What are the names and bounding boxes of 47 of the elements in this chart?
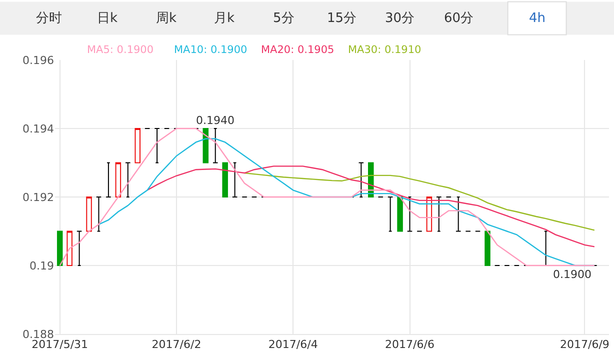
candlestick xyxy=(66,230,72,266)
candlestick xyxy=(76,230,82,266)
candlestick xyxy=(115,162,122,198)
candlestick xyxy=(484,230,490,266)
text: MA10: 0.1900 xyxy=(174,44,248,56)
text: 4h xyxy=(529,11,546,26)
text: 5分 xyxy=(273,11,294,26)
text: 15分 xyxy=(327,11,357,26)
candlestick xyxy=(387,196,394,232)
candlestick xyxy=(134,128,140,164)
annotation: 0.1900 xyxy=(553,268,592,281)
text: MA30: 0.1910 xyxy=(348,44,422,56)
candlestick xyxy=(154,128,160,164)
candlestick xyxy=(106,162,112,198)
x-tick-label: 2017/6/2 xyxy=(152,338,202,352)
text: 30分 xyxy=(385,11,415,26)
y-tick-label: 0.194 xyxy=(22,122,54,136)
x-tick-label: 2017/6/4 xyxy=(268,338,318,352)
candlestick xyxy=(406,196,413,232)
y-tick-label: 0.192 xyxy=(22,190,54,204)
candlestick xyxy=(86,196,92,232)
candlestick xyxy=(358,162,364,198)
text: 月k xyxy=(214,11,235,26)
annotation: 0.1940 xyxy=(196,114,234,127)
y-tick-label: 0.19 xyxy=(30,259,54,272)
candlestick xyxy=(436,196,442,232)
candlestick xyxy=(232,162,238,198)
text: 周k xyxy=(156,11,177,26)
candlestick xyxy=(212,128,218,164)
candlestick xyxy=(397,196,403,232)
x-tick-label: 2017/6/9 xyxy=(560,338,610,352)
candlestick xyxy=(125,162,131,198)
text: 分时 xyxy=(36,11,62,26)
candlestick xyxy=(56,230,63,266)
candlestick xyxy=(455,196,462,232)
text: 60分 xyxy=(444,11,474,26)
candlestick xyxy=(222,162,228,198)
text: MA20: 0.1905 xyxy=(261,44,334,56)
line-series xyxy=(244,172,596,231)
x-tick-label: 2017/5/31 xyxy=(32,338,88,352)
y-tick-label: 0.188 xyxy=(22,328,54,341)
line-series xyxy=(146,166,596,248)
text: 日k xyxy=(97,11,118,26)
y-tick-label: 0.196 xyxy=(22,54,54,67)
text: MA5: 0.1900 xyxy=(87,44,154,56)
candlestick xyxy=(96,196,102,232)
x-tick-label: 2017/6/6 xyxy=(385,338,434,352)
